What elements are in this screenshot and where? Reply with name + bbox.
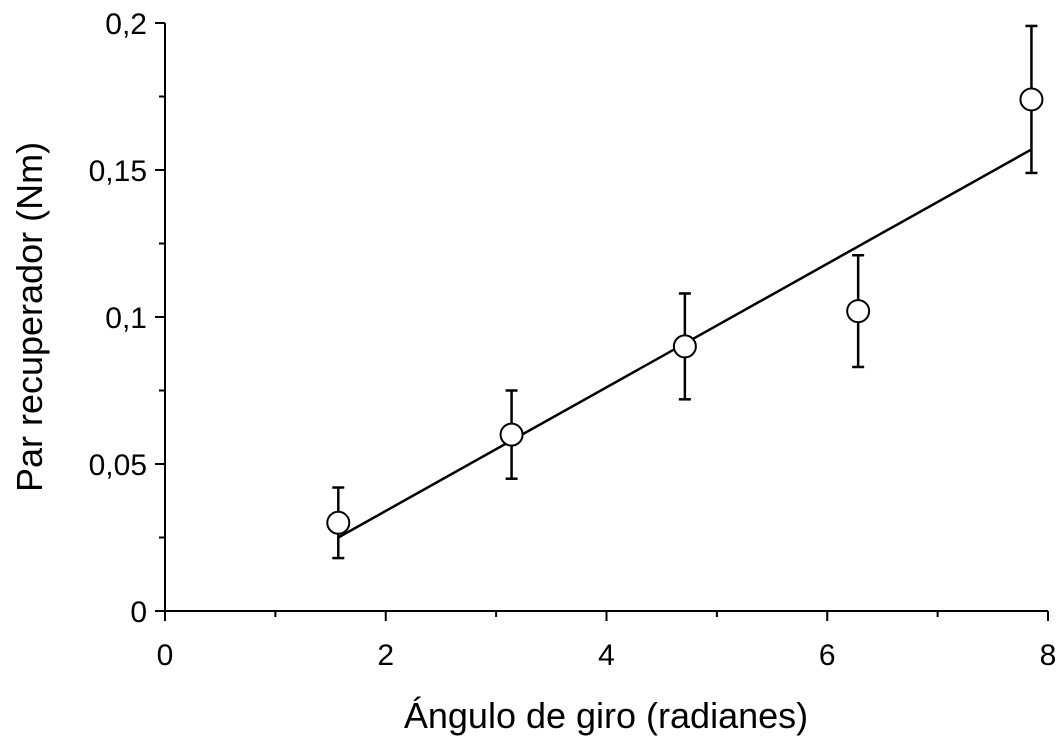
x-tick-label: 4 xyxy=(598,639,615,672)
axes xyxy=(164,23,1048,612)
data-point xyxy=(846,299,871,324)
data-points xyxy=(326,87,1044,535)
x-tick-label: 8 xyxy=(1040,639,1057,672)
x-tick-label: 2 xyxy=(377,639,394,672)
y-tick-label: 0,2 xyxy=(105,8,147,41)
y-tick-label: 0,1 xyxy=(105,302,147,335)
axis-tick-labels: 0 2 4 6 8 0 0,05 0,1 0,15 0,2 xyxy=(89,8,1057,672)
axis-ticks xyxy=(155,22,1049,621)
y-tick-label: 0,05 xyxy=(89,449,147,482)
y-tick-label: 0,15 xyxy=(89,155,147,188)
data-point xyxy=(326,510,351,535)
x-axis-title: Ángulo de giro (radianes) xyxy=(404,695,808,736)
error-bars xyxy=(332,24,1038,560)
data-point xyxy=(499,422,524,447)
data-point xyxy=(672,334,697,359)
y-axis-title: Par recuperador (Nm) xyxy=(9,142,50,492)
data-point xyxy=(1019,87,1044,112)
y-tick-label: 0 xyxy=(130,596,147,629)
x-tick-label: 6 xyxy=(819,639,836,672)
x-tick-label: 0 xyxy=(157,639,174,672)
